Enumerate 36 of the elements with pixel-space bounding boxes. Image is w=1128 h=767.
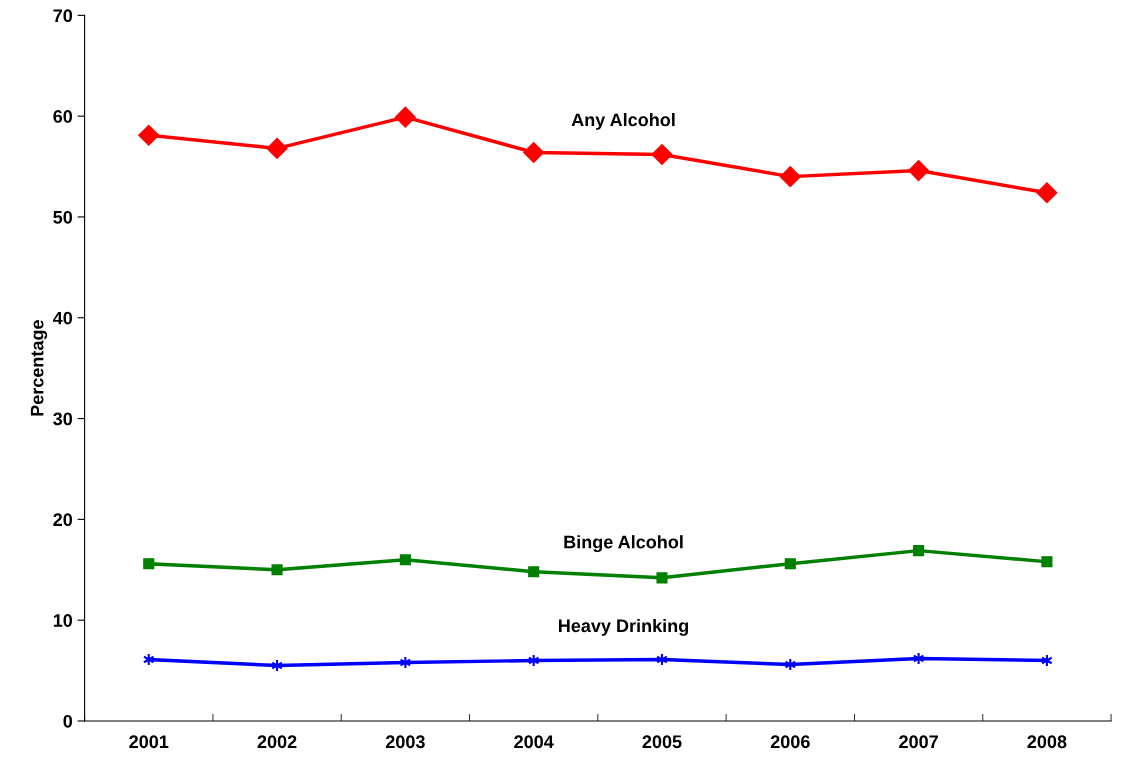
y-axis-title: Percentage bbox=[30, 320, 48, 416]
x-tick-label: 2004 bbox=[514, 735, 554, 749]
point bbox=[656, 572, 668, 584]
point bbox=[784, 558, 796, 570]
y-tick-label: 60 bbox=[53, 110, 73, 123]
series-label: Binge Alcohol bbox=[564, 535, 683, 553]
point bbox=[523, 141, 545, 163]
y-tick-label: 20 bbox=[53, 513, 73, 527]
point bbox=[394, 106, 416, 128]
y-tick-label: 40 bbox=[52, 311, 73, 325]
point bbox=[913, 545, 925, 557]
point bbox=[528, 566, 540, 578]
y-tick-label: 70 bbox=[53, 9, 73, 23]
x-tick-label: 2001 bbox=[129, 735, 169, 749]
point bbox=[779, 166, 801, 188]
point bbox=[908, 160, 930, 182]
x-tick-label: 2008 bbox=[1027, 735, 1067, 749]
point bbox=[1041, 556, 1053, 568]
point bbox=[266, 137, 288, 159]
x-tick-label: 2002 bbox=[257, 735, 297, 749]
point bbox=[399, 554, 411, 566]
point bbox=[138, 124, 160, 146]
point bbox=[651, 143, 673, 165]
x-tick-label: 2003 bbox=[385, 735, 425, 749]
point bbox=[143, 558, 155, 570]
y-tick-label: 10 bbox=[53, 614, 73, 627]
x-tick-label: 2005 bbox=[642, 735, 682, 749]
series-label: Any Alcohol bbox=[571, 112, 675, 130]
x-tick-label: 2006 bbox=[770, 735, 810, 749]
y-tick-label: 0 bbox=[63, 714, 73, 728]
point bbox=[271, 564, 283, 576]
point bbox=[1036, 182, 1058, 204]
x-tick-label: 2007 bbox=[899, 735, 938, 749]
y-tick-label: 30 bbox=[53, 412, 73, 426]
series-label: Heavy Drinking bbox=[558, 618, 689, 636]
y-tick-label: 50 bbox=[53, 210, 73, 224]
